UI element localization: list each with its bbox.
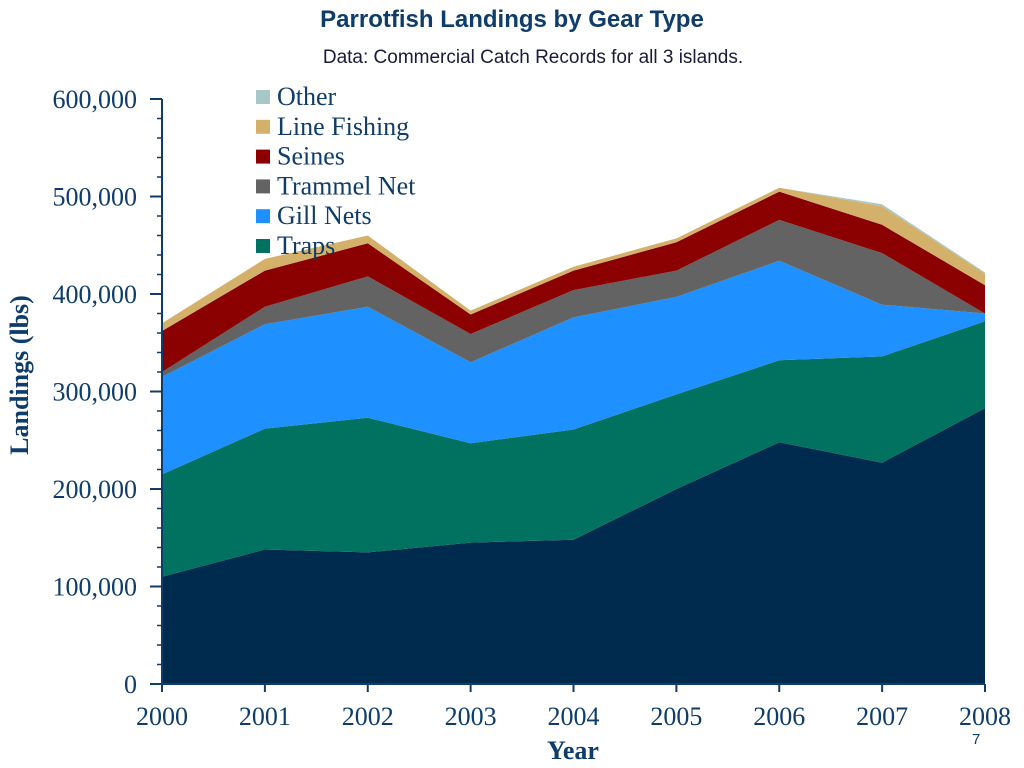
y-tick-label: 300,000 bbox=[53, 378, 138, 407]
area-series-gill-nets bbox=[162, 260, 985, 475]
x-tick-label: 2002 bbox=[342, 702, 394, 731]
area-series-seines bbox=[162, 191, 985, 372]
y-tick-label: 400,000 bbox=[53, 280, 138, 309]
chart-title: Parrotfish Landings by Gear Type bbox=[320, 6, 704, 33]
page-number: 7 bbox=[972, 731, 981, 748]
x-tick-label: 2003 bbox=[445, 702, 497, 731]
legend-swatch-seines bbox=[256, 149, 270, 164]
x-axis-title: Year bbox=[547, 736, 599, 765]
legend-label-gill-nets: Gill Nets bbox=[277, 201, 372, 230]
area-series-unlabeled-bottom-layer bbox=[162, 408, 985, 684]
legend-label-seines: Seines bbox=[277, 142, 345, 171]
x-tick-label: 2006 bbox=[753, 702, 805, 731]
legend-swatch-other bbox=[256, 90, 270, 104]
legend-swatch-gill-nets bbox=[256, 209, 270, 224]
y-tick-label: 500,000 bbox=[53, 183, 138, 212]
x-tick-label: 2004 bbox=[548, 702, 600, 731]
legend-label-line-fishing: Line Fishing bbox=[277, 112, 409, 141]
y-tick-label: 600,000 bbox=[53, 85, 138, 114]
x-tick-label: 2001 bbox=[239, 702, 291, 731]
legend-swatch-traps bbox=[256, 239, 270, 253]
y-axis-title: Landings (lbs) bbox=[5, 295, 34, 455]
legend-swatch-trammel-net bbox=[256, 179, 270, 194]
legend-label-trammel-net: Trammel Net bbox=[277, 171, 416, 200]
area-series-trammel-net bbox=[162, 219, 985, 377]
legend-swatch-line-fishing bbox=[256, 119, 270, 134]
legend-label-other: Other bbox=[277, 82, 337, 111]
x-tick-label: 2008 bbox=[959, 702, 1011, 731]
legend-label-traps: Traps bbox=[277, 231, 335, 260]
y-tick-label: 0 bbox=[124, 670, 137, 699]
x-tick-label: 2007 bbox=[856, 702, 908, 731]
chart-subtitle: Data: Commercial Catch Records for all 3… bbox=[322, 47, 744, 68]
y-tick-label: 100,000 bbox=[53, 573, 138, 602]
area-series-traps bbox=[162, 321, 985, 577]
x-tick-label: 2005 bbox=[650, 702, 702, 731]
x-tick-label: 2000 bbox=[136, 702, 188, 731]
y-tick-label: 200,000 bbox=[53, 475, 138, 504]
